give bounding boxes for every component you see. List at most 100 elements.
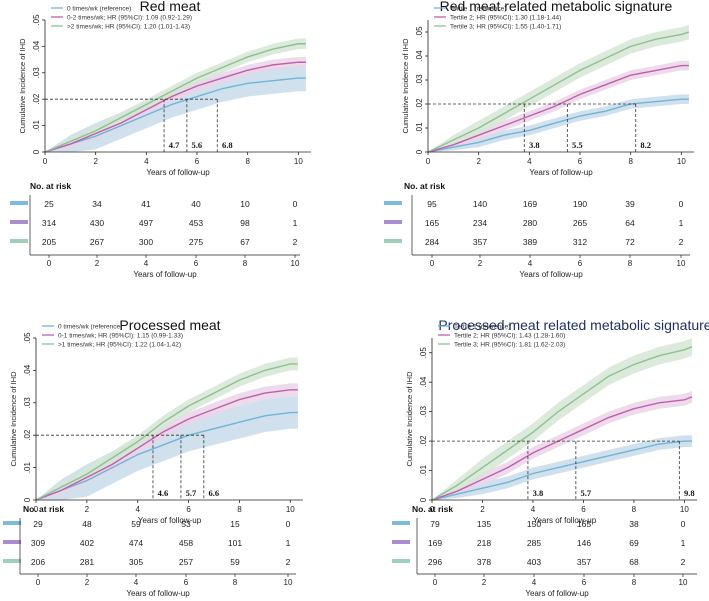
risk-value: 205 <box>42 237 56 247</box>
x-axis-label: Years of follow-up <box>533 516 597 525</box>
chart-title: Red meat <box>140 0 201 14</box>
risk-tick-label: 8 <box>233 578 238 587</box>
risk-value: 140 <box>473 199 487 209</box>
risk-axis-label: Years of follow-up <box>525 589 589 598</box>
crossing-label: 6.8 <box>222 140 233 150</box>
y-axis-label: Cumulative Incidence of IHD <box>401 38 410 134</box>
risk-value: 10 <box>240 199 250 209</box>
risk-value: 378 <box>477 557 491 567</box>
x-tick-label: 2 <box>85 505 90 514</box>
risk-value: 190 <box>573 199 587 209</box>
risk-tick-label: 2 <box>482 578 487 587</box>
risk-value: 403 <box>527 557 541 567</box>
risk-value: 25 <box>44 199 54 209</box>
y-axis-label: Cumulative Incidence of IHD <box>9 371 18 467</box>
y-tick-label: .04 <box>415 50 424 62</box>
risk-value: 101 <box>228 538 242 548</box>
series-line-1 <box>431 440 692 501</box>
risk-value: 300 <box>139 237 153 247</box>
x-tick-label: 8 <box>245 157 250 166</box>
y-axis-label: Cumulative Incidence of IHD <box>405 371 414 467</box>
legend-entry-3: Tertile 3; HR (95%CI): 1.81 (1.62-2.03) <box>454 342 565 349</box>
x-tick-label: 10 <box>294 157 303 166</box>
x-tick-label: 0 <box>34 505 39 514</box>
risk-value: 169 <box>428 538 442 548</box>
risk-value: 0 <box>681 519 686 529</box>
crossing-label: 5.6 <box>192 140 203 150</box>
y-tick-label: .04 <box>32 40 41 52</box>
risk-tick-label: 4 <box>144 259 149 268</box>
risk-value: 234 <box>473 218 487 228</box>
risk-value: 2 <box>286 557 291 567</box>
x-tick-label: 10 <box>680 505 689 514</box>
chart-title: Processed meat related metabolic signatu… <box>438 317 709 333</box>
risk-value: 206 <box>31 557 45 567</box>
legend-entry-3: Tertile 3; HR (95%CI): 1.55 (1.40-1.71) <box>450 24 561 31</box>
risk-value: 95 <box>427 199 437 209</box>
series-line-3 <box>44 43 306 153</box>
y-tick-label: .03 <box>415 74 424 86</box>
risk-row-color-bar-3 <box>10 239 28 243</box>
risk-value: 0 <box>286 519 291 529</box>
x-tick-label: 6 <box>581 505 586 514</box>
risk-tick-label: 10 <box>284 578 293 587</box>
x-tick-label: 0 <box>430 505 435 514</box>
risk-value: 430 <box>90 218 104 228</box>
risk-value: 1 <box>293 218 298 228</box>
legend-entry-1: 0 times/wk (reference) <box>58 324 122 331</box>
risk-row-color-bar-1 <box>392 521 410 525</box>
risk-row-color-bar-3 <box>3 559 21 563</box>
x-tick-label: 6 <box>195 157 200 166</box>
x-tick-label: 8 <box>237 505 242 514</box>
risk-tick-label: 10 <box>679 578 688 587</box>
crossing-label: 4.6 <box>158 488 169 498</box>
crossing-label: 4.7 <box>169 140 180 150</box>
risk-value: 59 <box>230 557 240 567</box>
y-tick-label: .01 <box>415 122 424 134</box>
series-line-3 <box>431 346 693 501</box>
x-tick-label: 8 <box>628 157 633 166</box>
risk-value: 281 <box>80 557 94 567</box>
legend-entry-1: Tertile 1 (reference) <box>454 324 510 331</box>
risk-tick-label: 4 <box>134 578 139 587</box>
risk-table-title: No. at risk <box>412 504 453 514</box>
risk-axis-label: Years of follow-up <box>133 270 197 279</box>
y-tick-label: .05 <box>419 347 428 359</box>
risk-value: 357 <box>473 237 487 247</box>
y-tick-label: .05 <box>415 26 424 38</box>
risk-value: 59 <box>131 519 141 529</box>
legend-entry-2: Tertile 2; HR (95%CI): 1.43 (1.28-1.60) <box>454 333 565 340</box>
risk-value: 497 <box>139 218 153 228</box>
x-tick-label: 2 <box>93 157 98 166</box>
risk-tick-label: 6 <box>194 259 199 268</box>
risk-value: 39 <box>625 199 635 209</box>
risk-value: 169 <box>523 199 537 209</box>
risk-value: 15 <box>230 519 240 529</box>
risk-value: 285 <box>527 538 541 548</box>
ci-band-3 <box>432 338 692 500</box>
legend-entry-1: Tertile 1 (reference) <box>450 6 506 13</box>
risk-tick-label: 8 <box>632 578 637 587</box>
risk-value: 53 <box>181 519 191 529</box>
risk-value: 1 <box>679 218 684 228</box>
crossing-label: 5.7 <box>186 488 197 498</box>
risk-row-color-bar-2 <box>392 540 410 544</box>
legend-entry-3: >2 times/wk; HR (95%CI): 1.20 (1.01-1.43… <box>67 24 190 31</box>
chart-panel-processed-meat-signature: Processed meat related metabolic signatu… <box>392 317 709 598</box>
y-tick-label: .01 <box>419 464 428 476</box>
y-tick-label: .03 <box>419 406 428 418</box>
y-tick-label: .02 <box>415 98 424 110</box>
risk-row-color-bar-1 <box>3 521 21 525</box>
risk-value: 64 <box>625 218 635 228</box>
risk-value: 284 <box>425 237 439 247</box>
risk-value: 267 <box>90 237 104 247</box>
risk-table-title: No. at risk <box>30 181 71 191</box>
legend-entry-2: Tertile 2; HR (95%CI): 1.30 (1.18-1.44) <box>450 15 561 22</box>
x-tick-label: 6 <box>186 505 191 514</box>
crossing-label: 3.8 <box>529 140 540 150</box>
y-tick-label: .03 <box>23 397 32 409</box>
x-axis-label: Years of follow-up <box>146 168 210 177</box>
chart-panel-red-meat-signature: Red meat related metabolic signature 3.8 5… <box>384 0 694 279</box>
